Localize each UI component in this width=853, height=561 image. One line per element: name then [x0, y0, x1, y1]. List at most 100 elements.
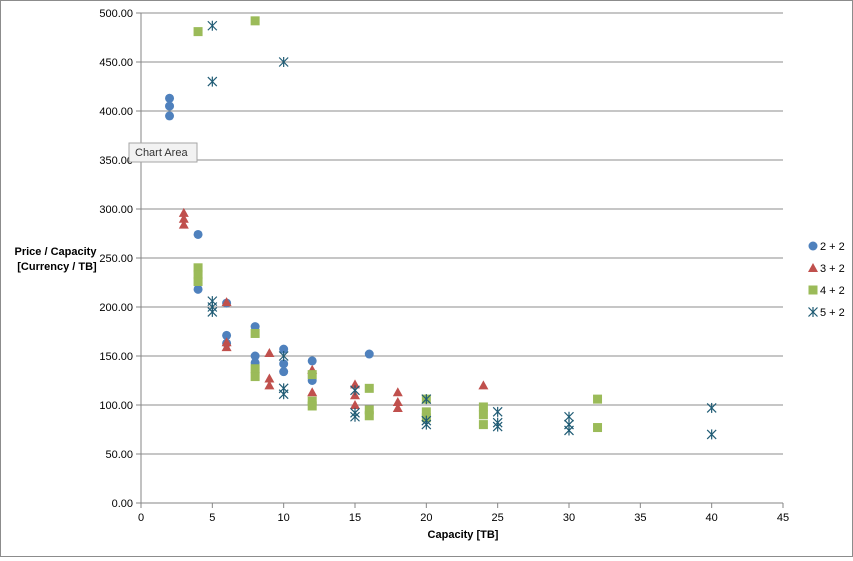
y-tick-label: 100.00: [99, 400, 133, 412]
data-point[interactable]: [250, 364, 260, 374]
data-point[interactable]: [593, 423, 603, 433]
data-point[interactable]: [478, 380, 489, 390]
data-point[interactable]: [250, 322, 260, 332]
data-point[interactable]: [392, 402, 403, 412]
data-point[interactable]: [264, 373, 275, 383]
data-point[interactable]: [264, 348, 275, 358]
legend-entry[interactable]: 2 + 2: [808, 241, 845, 253]
data-point[interactable]: [350, 385, 360, 396]
series-3: [193, 16, 603, 433]
legend-label: 2 + 2: [820, 241, 845, 253]
y-axis-title-line-1: Price / Capacity: [15, 246, 98, 258]
data-point[interactable]: [207, 306, 218, 317]
data-point[interactable]: [307, 401, 317, 411]
data-point[interactable]: [421, 407, 431, 417]
data-point[interactable]: [307, 370, 317, 380]
data-point[interactable]: [307, 396, 317, 406]
data-point[interactable]: [250, 328, 260, 338]
x-tick-label: 0: [138, 512, 144, 524]
data-point[interactable]: [307, 387, 318, 397]
data-point[interactable]: [278, 389, 289, 400]
y-tick-label: 150.00: [99, 351, 133, 363]
data-point[interactable]: [350, 411, 360, 422]
legend-marker[interactable]: [808, 263, 818, 272]
data-point[interactable]: [706, 402, 717, 413]
data-point[interactable]: [350, 379, 360, 389]
data-point[interactable]: [421, 394, 432, 405]
data-point[interactable]: [278, 351, 289, 361]
legend-label: 5 + 2: [820, 307, 845, 319]
data-point[interactable]: [193, 229, 203, 239]
data-point[interactable]: [165, 93, 175, 103]
y-tick-label: 50.00: [105, 449, 133, 461]
data-point[interactable]: [279, 359, 289, 369]
data-point[interactable]: [250, 16, 260, 26]
data-point[interactable]: [478, 410, 488, 420]
y-tick-label: 350.00: [99, 155, 133, 167]
legend-entry[interactable]: 4 + 2: [808, 285, 845, 297]
x-tick-label: 25: [492, 512, 504, 524]
series-2: [178, 207, 489, 412]
plot-area[interactable]: [165, 16, 717, 440]
x-tick-label: 40: [706, 512, 718, 524]
data-point[interactable]: [307, 356, 317, 366]
x-tick-label: 15: [349, 512, 361, 524]
y-tick-label: 250.00: [99, 253, 133, 265]
data-point[interactable]: [421, 419, 432, 430]
x-axis-title: Capacity [TB]: [428, 529, 499, 541]
data-point[interactable]: [364, 383, 374, 393]
data-point[interactable]: [221, 342, 232, 352]
data-point[interactable]: [165, 101, 175, 111]
data-point[interactable]: [392, 387, 403, 397]
data-point[interactable]: [250, 351, 260, 361]
x-axis-ticks: 0 5 10 15 20 25 30 35 40 45: [138, 503, 789, 524]
data-point[interactable]: [392, 397, 403, 407]
data-point[interactable]: [478, 420, 488, 430]
data-point[interactable]: [250, 372, 260, 382]
x-tick-label: 45: [777, 512, 789, 524]
legend[interactable]: 2 + 2 3 + 2 4 + 2 5 + 2: [808, 241, 845, 319]
legend-marker[interactable]: [808, 307, 818, 317]
data-point[interactable]: [207, 20, 218, 31]
data-point[interactable]: [364, 411, 374, 421]
tooltip-text: Chart Area: [135, 147, 188, 159]
legend-marker[interactable]: [808, 285, 818, 295]
data-point[interactable]: [193, 284, 203, 294]
y-tick-label: 450.00: [99, 57, 133, 69]
data-point[interactable]: [279, 367, 289, 377]
x-tick-label: 20: [420, 512, 432, 524]
data-point[interactable]: [492, 406, 503, 417]
data-point[interactable]: [364, 405, 374, 415]
data-point[interactable]: [593, 394, 603, 404]
data-point[interactable]: [193, 263, 203, 273]
data-point[interactable]: [221, 297, 232, 307]
data-point[interactable]: [278, 57, 289, 67]
data-point[interactable]: [207, 76, 218, 87]
data-point[interactable]: [364, 349, 374, 359]
data-point[interactable]: [706, 429, 717, 440]
y-axis-ticks: 0.00 50.00 100.00 150.00 200.00 250.00 300.00 3…: [99, 8, 141, 510]
x-tick-label: 5: [209, 512, 215, 524]
data-point[interactable]: [193, 27, 203, 37]
data-point[interactable]: [178, 219, 189, 229]
data-point[interactable]: [193, 270, 203, 280]
data-point[interactable]: [165, 111, 175, 121]
data-point[interactable]: [350, 400, 360, 409]
legend-marker[interactable]: [808, 241, 818, 251]
data-point[interactable]: [178, 213, 189, 223]
data-point[interactable]: [178, 207, 189, 217]
data-point[interactable]: [222, 330, 232, 340]
x-tick-label: 35: [634, 512, 646, 524]
data-point[interactable]: [492, 421, 503, 432]
data-point[interactable]: [564, 425, 574, 436]
data-point[interactable]: [478, 402, 488, 412]
data-point[interactable]: [279, 344, 289, 354]
data-point[interactable]: [221, 337, 232, 347]
data-point[interactable]: [193, 277, 203, 287]
legend-entry[interactable]: 5 + 2: [808, 307, 845, 319]
legend-entry[interactable]: 3 + 2: [808, 263, 845, 275]
data-point[interactable]: [264, 380, 275, 390]
x-tick-label: 10: [278, 512, 290, 524]
